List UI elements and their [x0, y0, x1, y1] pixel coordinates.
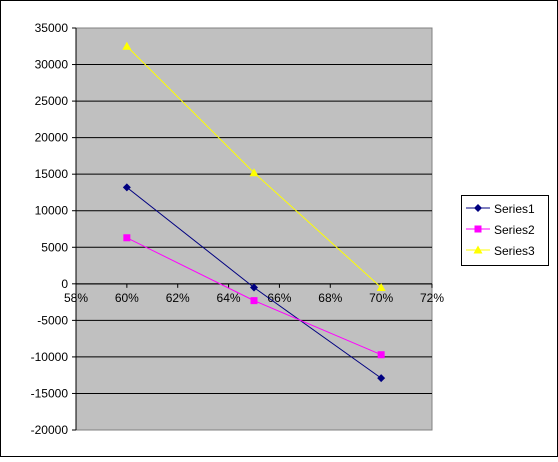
data-point [123, 234, 131, 242]
series-1 [122, 183, 386, 383]
data-point [122, 41, 132, 50]
data-point [250, 297, 258, 305]
y-tick-label: -10000 [31, 350, 69, 364]
data-point [377, 351, 385, 359]
data-point [249, 168, 259, 177]
plot-area [75, 27, 433, 431]
legend-label: Series2 [494, 223, 535, 237]
x-tick-label: 66% [267, 291, 291, 305]
x-tick-label: 58% [64, 291, 88, 305]
y-tick-label: 20000 [35, 131, 69, 145]
legend-label: Series1 [494, 202, 535, 216]
legend-marker [473, 245, 483, 254]
x-tick-label: 62% [166, 291, 190, 305]
x-tick-label: 68% [318, 291, 342, 305]
y-tick-label: 25000 [35, 94, 69, 108]
y-tick-label: 35000 [35, 21, 69, 35]
legend-item: Series2 [466, 223, 535, 237]
legend-item: Series1 [466, 202, 535, 216]
legend: Series1 Series2 Series3 [461, 195, 549, 266]
y-tick-label: 0 [61, 277, 68, 291]
data-point [250, 283, 258, 292]
legend-marker [474, 225, 482, 233]
y-tick-label: 30000 [35, 58, 69, 72]
legend-marker [474, 204, 482, 212]
y-tick-label: -15000 [31, 386, 69, 400]
y-tick-label: -20000 [31, 423, 69, 437]
data-point [376, 282, 386, 291]
y-tick-label: 10000 [35, 204, 69, 218]
data-point [377, 374, 386, 383]
x-tick-label: 72% [420, 291, 444, 305]
x-tick-label: 64% [217, 291, 241, 305]
x-tick-label: 60% [115, 291, 139, 305]
series-3 [122, 41, 386, 291]
series-2 [123, 234, 385, 359]
series-layer [122, 41, 386, 383]
y-tick-label: 15000 [35, 167, 69, 181]
x-tick-label: 70% [369, 291, 393, 305]
y-tick-label: -5000 [37, 313, 68, 327]
legend-item: Series3 [466, 244, 535, 258]
y-tick-label: 5000 [41, 240, 68, 254]
data-point [122, 183, 131, 192]
y-axis: 35000 30000 25000 20000 15000 10000 5000 0 -5000… [31, 21, 77, 437]
legend-label: Series3 [494, 244, 535, 258]
